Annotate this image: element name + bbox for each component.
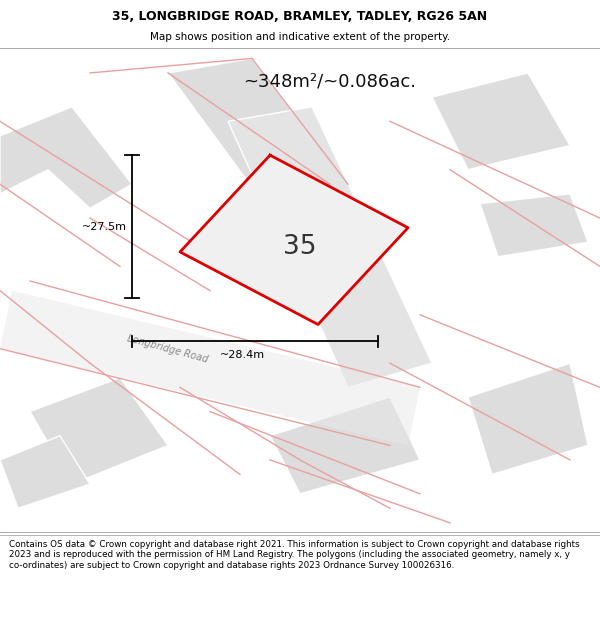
Text: ~28.4m: ~28.4m	[220, 350, 265, 360]
Polygon shape	[0, 107, 132, 208]
Polygon shape	[468, 363, 588, 474]
Text: Longbridge Road: Longbridge Road	[127, 333, 209, 364]
Text: Contains OS data © Crown copyright and database right 2021. This information is : Contains OS data © Crown copyright and d…	[9, 540, 580, 570]
Polygon shape	[270, 397, 420, 494]
Text: 35, LONGBRIDGE ROAD, BRAMLEY, TADLEY, RG26 5AN: 35, LONGBRIDGE ROAD, BRAMLEY, TADLEY, RG…	[112, 10, 488, 22]
Polygon shape	[168, 58, 348, 204]
Text: Map shows position and indicative extent of the property.: Map shows position and indicative extent…	[150, 32, 450, 42]
Text: ~27.5m: ~27.5m	[82, 221, 127, 231]
Polygon shape	[480, 194, 588, 257]
Polygon shape	[30, 378, 168, 484]
Polygon shape	[432, 73, 570, 169]
Polygon shape	[0, 291, 420, 446]
Text: ~348m²/~0.086ac.: ~348m²/~0.086ac.	[244, 73, 416, 91]
Polygon shape	[0, 436, 90, 508]
Polygon shape	[228, 107, 432, 388]
Text: 35: 35	[283, 234, 317, 260]
Polygon shape	[180, 155, 408, 324]
